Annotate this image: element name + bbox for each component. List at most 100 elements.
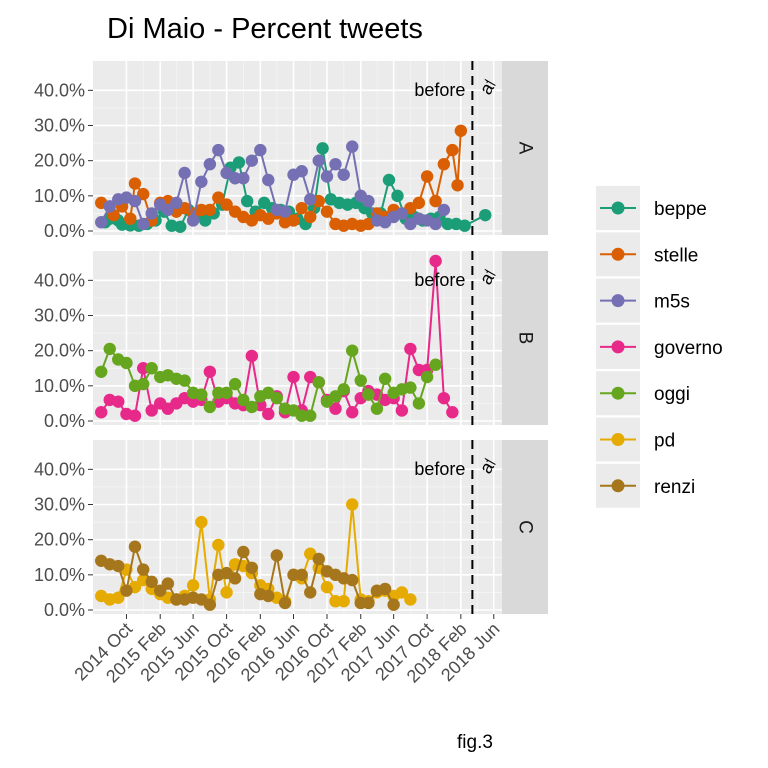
data-point-renzi	[270, 549, 283, 562]
data-point-m5s	[362, 194, 375, 208]
data-point-governo	[136, 362, 150, 375]
strip-label: C	[515, 520, 536, 534]
data-point-stelle	[304, 210, 317, 224]
data-point-oggi	[220, 386, 233, 400]
data-point-m5s	[278, 205, 292, 218]
data-point-m5s	[186, 214, 200, 227]
data-point-beppe	[316, 142, 329, 155]
legend-entry-oggi: oggi	[596, 371, 690, 416]
data-point-stelle	[446, 143, 459, 157]
panel-c: 0.0%10.0%20.0%30.0%40.0%Cbeforeafter	[34, 440, 548, 620]
data-point-renzi	[295, 568, 308, 582]
data-point-stelle	[136, 187, 150, 201]
y-tick-label: 0.0%	[44, 221, 85, 241]
data-point-renzi	[120, 584, 133, 597]
data-point-renzi	[387, 598, 400, 611]
legend-key-point	[611, 247, 625, 261]
strip-background	[502, 251, 548, 425]
data-point-governo	[245, 349, 259, 363]
y-tick-label: 0.0%	[44, 411, 85, 431]
data-point-oggi	[195, 388, 208, 401]
data-point-renzi	[304, 586, 317, 599]
data-point-oggi	[337, 383, 350, 396]
data-point-beppe	[198, 214, 212, 227]
data-point-stelle	[128, 177, 142, 190]
y-tick-label: 20.0%	[34, 341, 85, 361]
data-point-oggi	[362, 388, 375, 401]
data-point-governo	[262, 407, 275, 421]
data-point-m5s	[254, 143, 267, 157]
legend-entry-pd: pd	[596, 417, 675, 462]
data-point-pd	[195, 515, 208, 529]
data-point-beppe	[382, 173, 396, 187]
y-tick-label: 20.0%	[34, 151, 85, 171]
data-point-renzi	[312, 552, 325, 566]
y-tick-label: 10.0%	[34, 565, 85, 585]
data-point-m5s	[237, 172, 250, 185]
legend-label: oggi	[654, 384, 690, 405]
data-point-m5s	[429, 217, 442, 231]
legend-key-point	[611, 340, 625, 354]
data-point-oggi	[136, 377, 150, 391]
y-tick-label: 30.0%	[34, 495, 85, 515]
data-point-governo	[429, 254, 442, 268]
legend-entry-m5s: m5s	[596, 278, 690, 323]
y-tick-label: 30.0%	[34, 306, 85, 326]
data-point-governo	[395, 404, 409, 417]
data-point-renzi	[112, 559, 125, 573]
label-before: before	[414, 270, 465, 290]
data-point-oggi	[295, 409, 308, 422]
data-point-governo	[446, 406, 459, 419]
data-point-governo	[112, 395, 125, 408]
data-point-oggi	[145, 362, 158, 375]
y-tick-label: 40.0%	[34, 459, 85, 479]
data-point-renzi	[262, 589, 275, 603]
data-point-oggi	[429, 358, 442, 371]
series-renzi	[95, 540, 400, 611]
data-point-renzi	[203, 598, 217, 611]
data-point-stelle	[287, 214, 300, 227]
data-point-oggi	[404, 381, 417, 394]
data-point-stelle	[429, 194, 442, 208]
data-point-oggi	[412, 397, 426, 410]
data-point-oggi	[103, 342, 116, 356]
strip-label: A	[515, 142, 536, 155]
data-point-oggi	[420, 370, 434, 384]
data-point-governo	[287, 370, 300, 384]
data-point-m5s	[312, 154, 325, 167]
data-point-governo	[128, 409, 142, 422]
data-point-oggi	[304, 409, 317, 422]
panel-a: 0.0%10.0%20.0%30.0%40.0%Abeforeafter	[34, 61, 548, 241]
data-point-oggi	[120, 356, 133, 370]
data-point-m5s	[103, 200, 116, 213]
data-point-oggi	[270, 391, 283, 405]
data-point-m5s	[395, 207, 409, 220]
data-point-pd	[395, 586, 409, 599]
data-point-renzi	[128, 540, 142, 553]
legend-label: governo	[654, 338, 723, 359]
data-point-m5s	[295, 165, 308, 178]
legend-entry-governo: governo	[596, 324, 723, 369]
data-point-beppe	[391, 189, 404, 203]
data-point-beppe	[458, 219, 471, 232]
label-before: before	[414, 459, 465, 479]
data-point-oggi	[346, 344, 359, 357]
data-point-stelle	[451, 179, 464, 192]
series-m5s	[95, 140, 451, 231]
data-point-renzi	[145, 575, 158, 589]
chart-title: Di Maio - Percent tweets	[107, 13, 423, 45]
data-point-m5s	[329, 157, 342, 171]
legend-key-point	[611, 294, 625, 308]
data-point-renzi	[346, 573, 359, 587]
data-point-beppe	[240, 194, 254, 208]
strip-background	[502, 440, 548, 614]
data-point-oggi	[178, 374, 191, 387]
y-tick-label: 10.0%	[34, 186, 85, 206]
data-point-oggi	[95, 365, 108, 378]
data-point-governo	[145, 404, 158, 417]
data-point-m5s	[245, 154, 259, 167]
data-point-governo	[404, 342, 417, 356]
data-point-pd	[212, 538, 225, 552]
data-point-pd	[337, 595, 350, 608]
